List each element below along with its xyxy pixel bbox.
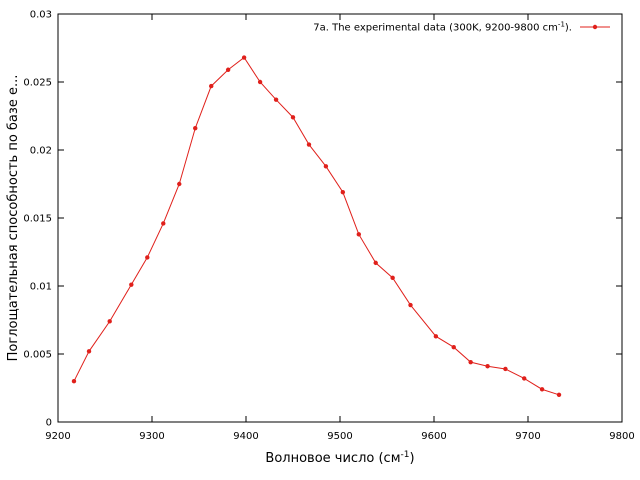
legend-label-text: 7a. The experimental data (300K, 9200-98… (313, 23, 558, 34)
data-point (468, 359, 473, 365)
x-tick-label: 9200 (45, 431, 70, 442)
x-axis-label-text: Волновое число (см (265, 451, 400, 466)
y-tick-label: 0.02 (30, 146, 52, 157)
data-point (145, 255, 150, 260)
y-tick-label: 0.03 (30, 10, 52, 21)
data-point (503, 366, 508, 372)
x-tick-label: 9400 (233, 431, 258, 442)
legend-label-sup: -1 (558, 21, 565, 29)
data-point (86, 349, 92, 354)
data-point (161, 221, 166, 226)
data-point (306, 142, 312, 147)
x-tick-label: 9700 (515, 431, 540, 442)
legend-label-end: ). (565, 23, 572, 34)
x-tick-label: 9600 (421, 431, 446, 442)
data-point (356, 232, 361, 237)
x-tick-label: 9800 (609, 431, 634, 442)
data-point (433, 334, 439, 339)
data-point (257, 79, 263, 85)
data-point (408, 302, 413, 308)
x-tick-label: 9300 (139, 431, 164, 442)
data-point (485, 364, 490, 369)
y-axis-label: Поглощательная способность по базе е... (6, 75, 21, 362)
data-point (209, 83, 214, 89)
data-point (129, 282, 134, 287)
y-tick-label: 0.01 (30, 282, 52, 293)
x-axis-label-end: ) (409, 451, 414, 466)
data-point (451, 345, 456, 350)
data-point (373, 260, 378, 266)
x-axis-label: Волновое число (см-1) (265, 450, 414, 466)
data-point (273, 97, 279, 102)
y-tick-label: 0 (46, 418, 52, 429)
y-tick-label: 0.015 (23, 214, 52, 225)
data-point (323, 164, 329, 169)
data-point (71, 379, 77, 384)
data-point (241, 55, 247, 60)
legend-label: 7a. The experimental data (300K, 9200-98… (313, 21, 572, 34)
data-point (290, 115, 296, 120)
data-point (177, 181, 182, 187)
data-point (539, 387, 545, 392)
data-point (193, 126, 198, 131)
data-point (556, 392, 562, 397)
y-tick-label: 0.025 (23, 78, 52, 89)
x-axis-label-sup: -1 (401, 450, 410, 460)
data-point (522, 376, 527, 381)
data-point (225, 67, 231, 72)
y-tick-label: 0.005 (23, 350, 52, 361)
x-tick-label: 9500 (327, 431, 352, 442)
data-point (340, 189, 346, 195)
data-point (107, 319, 112, 324)
data-point (390, 275, 395, 281)
legend-swatch-marker (592, 24, 598, 30)
